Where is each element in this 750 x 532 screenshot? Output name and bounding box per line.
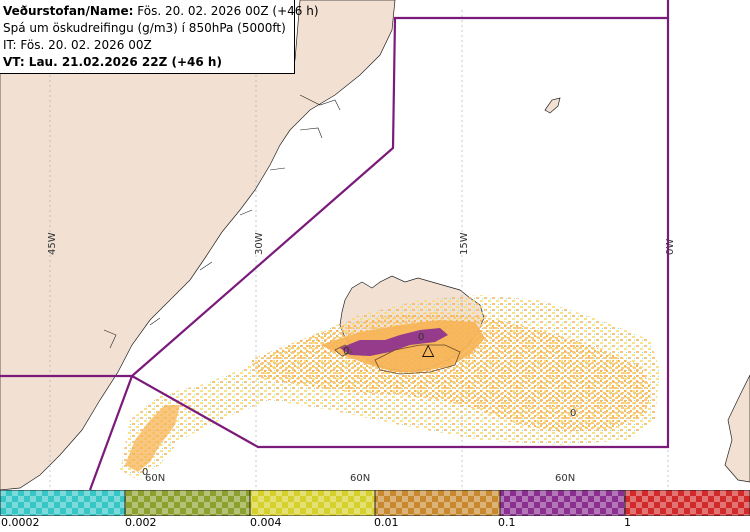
ash-dispersion-map: 45W 30W 15W 0W △ 0 0 0 0 60N 60N 60N: [0, 0, 750, 490]
contour-label: 0: [343, 346, 349, 357]
lat-label-60n-west: 60N: [145, 473, 165, 484]
lon-label-30w: 30W: [254, 232, 265, 255]
legend-tick-label: 0.004: [250, 516, 282, 529]
greenland-coast-detail: [103, 94, 341, 349]
legend-segment: [124, 490, 251, 516]
lat-label-60n-east: 60N: [555, 473, 575, 484]
lat-label-60n-center: 60N: [350, 473, 370, 484]
lon-label-45w: 45W: [47, 232, 58, 255]
legend-segment: [624, 490, 750, 516]
legend-tick-label: 1: [624, 516, 631, 529]
legend-tick-label: 0.1: [498, 516, 516, 529]
valid-time: VT: Lau. 21.02.2026 22Z (+46 h): [3, 54, 294, 71]
contour-label: 0: [570, 408, 576, 419]
norway-coast: [724, 374, 750, 483]
volcano-marker-icon: △: [422, 340, 435, 359]
legend-segment: [499, 490, 626, 516]
lon-label-0w: 0W: [665, 239, 676, 255]
forecast-info-box: Veðurstofan/Name: Fös. 20. 02. 2026 00Z …: [0, 0, 319, 74]
legend-segment: [249, 490, 376, 516]
issuer-value: Fös. 20. 02. 2026 00Z (+46 h): [133, 4, 319, 18]
valid-time-text: VT: Lau. 21.02.2026 22Z (+46 h): [3, 55, 222, 69]
contour-label: 0: [142, 467, 148, 478]
contour-label: 0: [418, 332, 424, 343]
legend-tick-label: 0.01: [374, 516, 399, 529]
legend-tick-label: 0.002: [125, 516, 157, 529]
ash-plume-high: [340, 328, 448, 356]
legend-tick-label: 0.0002: [1, 516, 40, 529]
issuer-line: Veðurstofan/Name: Fös. 20. 02. 2026 00Z …: [3, 3, 319, 20]
legend-labels: 0.0002 0.002 0.004 0.01 0.1 1: [0, 516, 750, 532]
lon-label-15w: 15W: [459, 232, 470, 255]
initial-time: IT: Fös. 20. 02. 2026 00Z: [3, 38, 152, 52]
greenland-land: [0, 0, 396, 490]
legend-segment: [0, 490, 126, 516]
ash-plume-south: [125, 405, 180, 472]
legend-segment: [374, 490, 501, 516]
product-description: Spá um öskudreifingu (g/m3) í 850hPa (50…: [3, 21, 286, 35]
jan-mayen: [544, 97, 561, 114]
legend-color-bar: [0, 490, 750, 516]
ash-contours: [334, 344, 461, 375]
fir-boundary: [0, 0, 670, 490]
issuer-label: Veðurstofan/Name:: [3, 4, 134, 18]
